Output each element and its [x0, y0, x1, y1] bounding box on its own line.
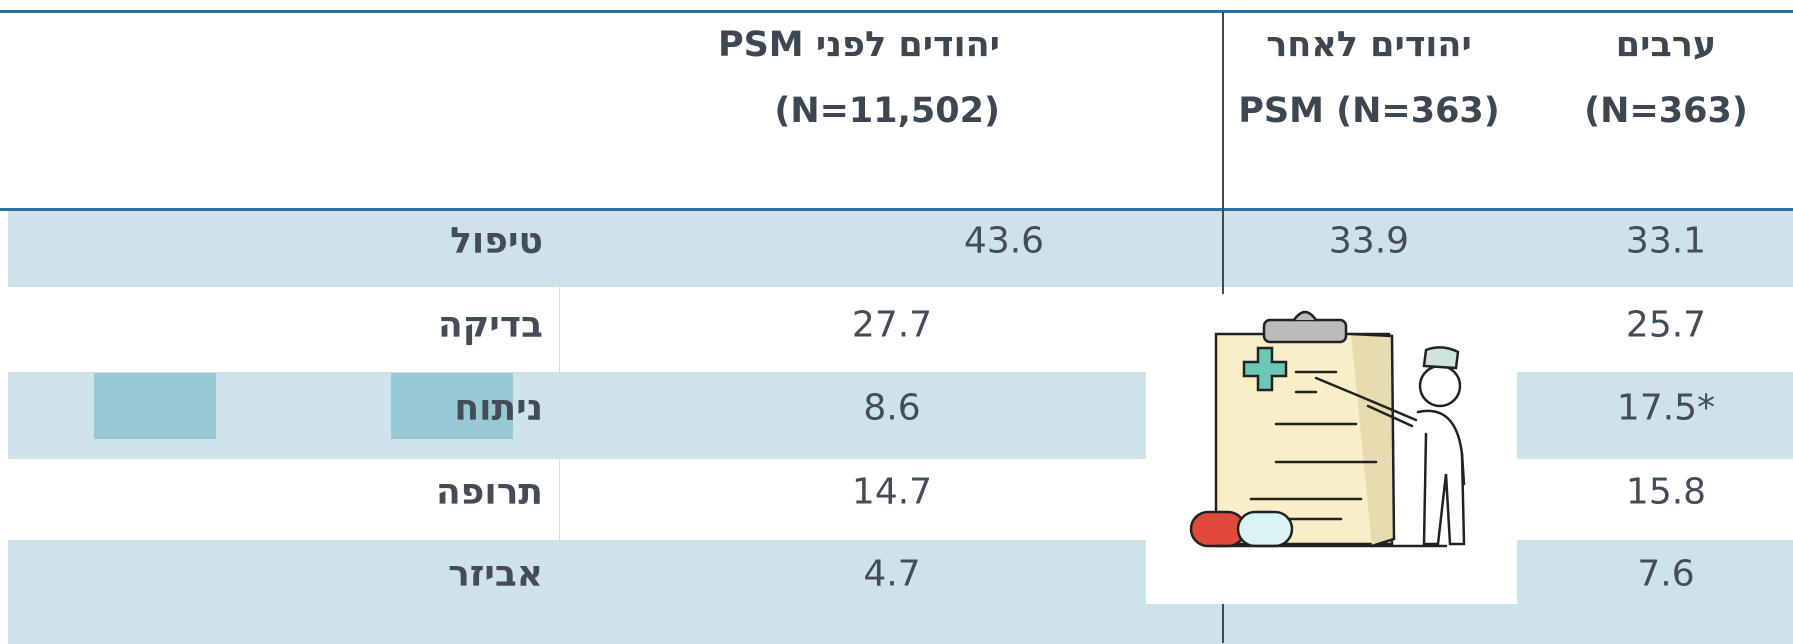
cell: 33.9	[1329, 221, 1409, 262]
cell: 25.7	[1626, 305, 1706, 346]
highlight	[94, 373, 216, 439]
cell: 43.6	[964, 221, 1044, 262]
cell: 7.6	[1637, 554, 1694, 595]
cell: 14.7	[852, 472, 932, 513]
row-band	[8, 211, 1793, 287]
row-label: טיפול	[450, 221, 543, 262]
cell: 8.6	[863, 388, 920, 429]
page: ערבים(N=363) יהודים לאחרPSM (N=363) יהודים…	[0, 0, 1793, 643]
row-label: תרופה	[436, 472, 543, 513]
row-label: אביזר	[448, 554, 543, 595]
header-rule	[0, 208, 1793, 211]
cell: 15.8	[1626, 472, 1706, 513]
column-header: יהודים לאחר	[1266, 12, 1472, 78]
row-label: ניתוח	[454, 388, 543, 429]
column-header: יהודים לפני PSM	[718, 12, 1000, 78]
clipboard-illustration	[1146, 294, 1517, 604]
cell: 17.5*	[1617, 388, 1715, 429]
column-header: (N=363)	[1584, 78, 1748, 144]
column-header: (N=11,502)	[774, 78, 1000, 144]
row-label: בדיקה	[438, 305, 543, 346]
cell: 33.1	[1626, 221, 1706, 262]
cell: 27.7	[852, 305, 932, 346]
column-divider	[559, 211, 560, 643]
column-header: PSM (N=363)	[1238, 78, 1500, 144]
cell: 4.7	[863, 554, 920, 595]
column-header: ערבים	[1616, 12, 1716, 78]
